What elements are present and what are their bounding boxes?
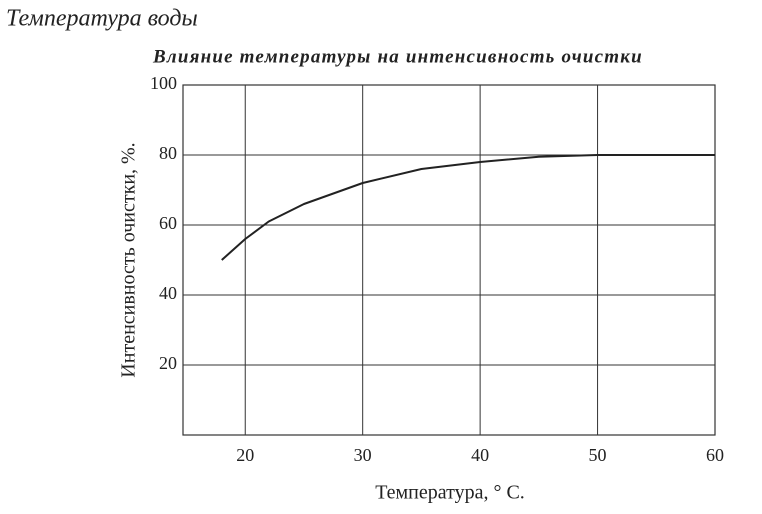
x-tick-label: 30	[354, 445, 372, 465]
y-tick-label: 40	[159, 283, 177, 303]
x-axis-label: Температура, ° С.	[375, 482, 525, 504]
chart-title: Температура воды	[6, 6, 198, 32]
y-tick-label: 20	[159, 353, 177, 373]
y-tick-label: 100	[150, 73, 177, 93]
x-tick-label: 40	[471, 445, 489, 465]
y-tick-label: 60	[159, 213, 177, 233]
line	[221, 154, 715, 261]
y-tick-label: 80	[159, 143, 177, 163]
x-tick-label: 60	[706, 445, 724, 465]
chart-subtitle: Влияние температуры на интенсивность очи…	[152, 46, 643, 67]
y-axis-label: Интенсивность очистки, %.	[118, 142, 140, 377]
x-tick-label: 20	[236, 445, 254, 465]
x-tick-label: 50	[589, 445, 607, 465]
plot-frame	[182, 84, 716, 436]
